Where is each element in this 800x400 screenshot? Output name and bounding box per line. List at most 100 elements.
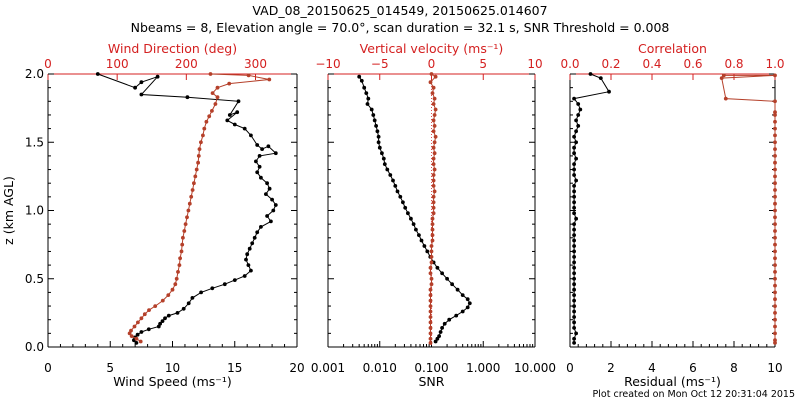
- data-point: [773, 338, 777, 343]
- plot-created-note: Plot created on Mon Oct 12 20:31:04 2015: [593, 389, 795, 400]
- data-point: [719, 76, 724, 80]
- data-point: [374, 124, 378, 128]
- data-point: [362, 85, 367, 90]
- data-point: [414, 227, 418, 232]
- data-point: [572, 341, 576, 345]
- bottom-axis-title: Residual (ms⁻¹): [624, 374, 721, 389]
- data-point: [572, 276, 576, 281]
- data-point: [572, 271, 576, 276]
- data-point: [428, 309, 433, 314]
- data-point: [232, 122, 237, 127]
- data-point: [773, 331, 777, 336]
- data-point: [364, 91, 369, 95]
- top-axis-title: Vertical velocity (ms⁻¹): [360, 41, 504, 56]
- data-point: [428, 320, 433, 325]
- data-point: [773, 147, 777, 152]
- data-point: [572, 249, 576, 254]
- data-point: [773, 341, 777, 345]
- data-point: [572, 205, 576, 210]
- data-point: [572, 260, 576, 265]
- data-point: [267, 186, 272, 191]
- data-point: [381, 156, 386, 161]
- data-point: [376, 140, 381, 145]
- data-point: [428, 336, 433, 341]
- data-point: [255, 170, 260, 175]
- data-point: [174, 276, 179, 281]
- data-point: [222, 282, 227, 287]
- data-point: [435, 336, 440, 341]
- data-point: [273, 151, 278, 156]
- data-point: [428, 265, 433, 270]
- data-point: [132, 324, 137, 329]
- data-point: [428, 293, 433, 297]
- data-point: [432, 189, 437, 194]
- series-line-black: [358, 76, 471, 342]
- data-point: [431, 162, 436, 167]
- data-point: [160, 319, 165, 323]
- series-line-red: [721, 74, 776, 343]
- data-point: [385, 167, 390, 172]
- data-point: [135, 332, 140, 337]
- data-point: [391, 178, 395, 183]
- data-point: [773, 201, 777, 206]
- bottom-axis-title: SNR: [419, 374, 445, 389]
- data-point: [207, 114, 212, 119]
- data-point: [572, 336, 576, 341]
- data-point: [430, 222, 435, 227]
- bottom-tick-label: 4: [648, 361, 656, 375]
- data-point: [406, 211, 410, 216]
- data-point: [163, 316, 167, 321]
- data-point: [166, 293, 171, 297]
- data-point: [259, 175, 263, 180]
- bottom-tick-label: 0: [566, 361, 574, 375]
- bottom-tick-label: 6: [689, 361, 697, 375]
- data-point: [403, 205, 408, 210]
- data-point: [142, 312, 147, 317]
- data-point: [266, 144, 271, 149]
- data-point: [267, 77, 272, 82]
- data-point: [146, 327, 151, 332]
- data-point: [194, 167, 199, 172]
- data-point: [431, 178, 436, 183]
- data-point: [433, 134, 438, 139]
- data-point: [773, 276, 777, 281]
- bottom-tick-label: 8: [730, 361, 738, 375]
- data-point: [431, 205, 436, 210]
- data-point: [138, 339, 143, 344]
- bottom-axis-title: Wind Speed (ms⁻¹): [113, 374, 232, 389]
- bottom-tick-label: 5: [106, 361, 114, 375]
- data-point: [773, 324, 777, 329]
- data-point: [773, 290, 777, 295]
- data-point: [574, 216, 578, 221]
- data-point: [574, 129, 578, 134]
- data-point: [185, 95, 190, 100]
- data-point: [204, 119, 209, 124]
- data-point: [572, 167, 576, 172]
- data-point: [271, 208, 276, 213]
- data-point: [440, 326, 444, 330]
- data-point: [454, 313, 459, 318]
- bottom-tick-label: 20: [289, 361, 304, 375]
- top-tick-label: 300: [244, 57, 267, 71]
- data-point: [170, 287, 175, 292]
- data-point: [181, 235, 185, 240]
- data-point: [773, 317, 777, 322]
- data-point: [773, 181, 777, 186]
- data-point: [213, 102, 218, 106]
- data-point: [249, 133, 253, 138]
- data-point: [255, 230, 260, 235]
- data-point: [242, 126, 247, 131]
- data-point: [160, 298, 165, 303]
- data-point: [186, 208, 191, 213]
- data-point: [572, 255, 576, 259]
- data-point: [155, 74, 160, 79]
- data-point: [359, 78, 364, 83]
- data-point: [435, 265, 440, 270]
- data-point: [189, 194, 194, 199]
- panel-left: 0 5 10 15 20 Wind Speed (ms⁻¹) 0 100 200 300 Wind …: [1, 41, 305, 389]
- data-point: [588, 72, 593, 76]
- data-point: [460, 309, 465, 314]
- data-point: [235, 110, 240, 115]
- y-tick-label: 1.5: [25, 135, 44, 149]
- data-point: [395, 189, 400, 194]
